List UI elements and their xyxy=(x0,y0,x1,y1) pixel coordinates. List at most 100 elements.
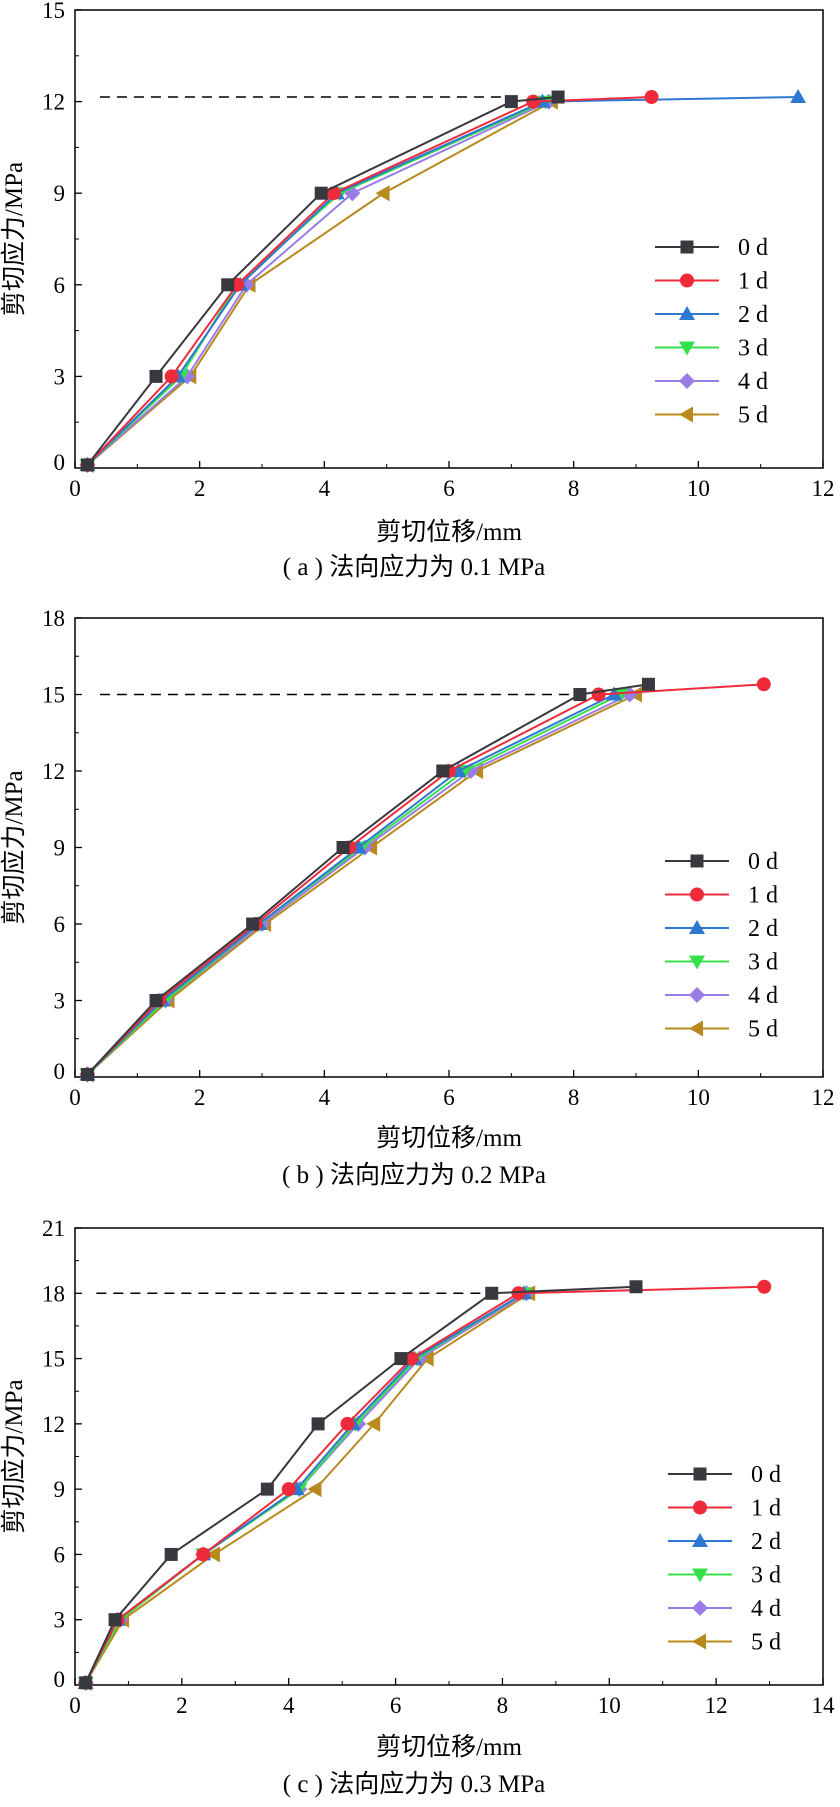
x-axis-label: 剪切位移/mm xyxy=(376,1733,522,1761)
x-tick-label: 8 xyxy=(497,1693,509,1718)
series-0d xyxy=(80,90,565,472)
legend-marker xyxy=(679,306,695,320)
data-point xyxy=(366,1415,381,1432)
x-tick-label: 14 xyxy=(812,1693,836,1718)
y-tick-label: 3 xyxy=(54,1608,66,1633)
x-tick-label: 10 xyxy=(687,1085,710,1110)
y-tick-label: 18 xyxy=(42,606,65,631)
legend-label: 5 d xyxy=(751,1630,781,1656)
legend: 0 d 1 d 2 d 3 d 4 d 5 d xyxy=(665,849,778,1043)
legend-marker xyxy=(693,1500,707,1515)
legend-marker xyxy=(692,1600,708,1616)
y-tick-label: 12 xyxy=(42,759,65,784)
series-1d xyxy=(80,90,659,472)
legend-label: 4 d xyxy=(748,983,778,1009)
series-3d xyxy=(79,688,629,1083)
x-tick-label: 12 xyxy=(705,1693,728,1718)
y-tick-label: 9 xyxy=(54,1477,66,1502)
series-2d xyxy=(79,686,623,1081)
legend-label: 5 d xyxy=(748,1017,778,1043)
series-1d xyxy=(80,677,771,1082)
y-axis-label: 剪切应力/MPa xyxy=(0,770,28,924)
series-line xyxy=(86,693,637,1076)
x-axis-label: 剪切位移/mm xyxy=(376,1124,522,1152)
legend-label: 0 d xyxy=(748,849,778,875)
legend-label: 5 d xyxy=(738,403,768,429)
x-tick-label: 0 xyxy=(69,1085,81,1110)
series-4d xyxy=(77,1285,535,1691)
y-tick-label: 9 xyxy=(54,836,66,861)
chart-panel-b: 0 2 4 6 8 10 12 0 3 6 9 12 15 18 0 d 1 d 2 d 3 d 4 d 5 d 剪切位… xyxy=(0,606,835,1189)
data-point xyxy=(375,185,390,202)
chart-panel-a: 0 2 4 6 8 10 12 0 3 6 9 12 15 0 d 1 d 2 d 3 d 4 d 5 d 剪切位移/… xyxy=(0,0,835,581)
panel-caption: ( c ) 法向应力为 0.3 MPa xyxy=(283,1770,545,1798)
y-tick-label: 0 xyxy=(54,1059,66,1084)
series-5d xyxy=(79,686,642,1083)
legend-marker xyxy=(689,1020,703,1037)
legend-label: 1 d xyxy=(751,1496,781,1522)
legend-label: 0 d xyxy=(751,1462,781,1488)
data-point xyxy=(526,94,541,109)
series-line xyxy=(86,693,621,1076)
series-5d xyxy=(79,93,558,473)
data-point xyxy=(436,764,450,778)
data-point xyxy=(394,1352,408,1366)
y-tick-label: 0 xyxy=(54,1667,66,1692)
series-line xyxy=(84,1285,637,1684)
series-line xyxy=(84,1285,765,1684)
series-4d xyxy=(79,93,557,473)
legend-label: 1 d xyxy=(748,883,778,909)
data-point xyxy=(314,186,328,200)
x-tick-label: 10 xyxy=(687,476,710,501)
series-line xyxy=(86,96,652,466)
y-tick-label: 3 xyxy=(54,989,66,1014)
series-line xyxy=(86,100,553,466)
data-point xyxy=(164,1547,178,1561)
legend-label: 2 d xyxy=(748,916,778,942)
x-tick-label: 6 xyxy=(390,1693,402,1718)
data-point xyxy=(756,677,771,692)
data-point xyxy=(246,917,260,931)
y-tick-label: 3 xyxy=(54,364,66,389)
data-point xyxy=(511,1286,526,1301)
data-point xyxy=(629,1280,643,1294)
legend-marker xyxy=(679,406,693,423)
data-point xyxy=(504,95,518,109)
data-point xyxy=(205,1546,220,1563)
legend-marker xyxy=(680,240,694,254)
legend-marker xyxy=(690,854,704,868)
series-4d xyxy=(79,686,638,1083)
legend-label: 4 d xyxy=(738,369,768,395)
data-point xyxy=(591,687,606,702)
x-tick-label: 8 xyxy=(568,1085,580,1110)
series-line xyxy=(86,683,764,1076)
x-tick-label: 8 xyxy=(568,476,580,501)
x-axis-label: 剪切位移/mm xyxy=(376,518,522,546)
y-axis-label: 剪切应力/MPa xyxy=(0,162,28,316)
y-tick-label: 6 xyxy=(54,273,66,298)
data-point xyxy=(149,994,163,1007)
data-point xyxy=(790,89,807,104)
series-line xyxy=(86,693,615,1076)
data-point xyxy=(573,688,587,701)
data-point xyxy=(196,1547,211,1562)
y-tick-label: 6 xyxy=(54,912,66,937)
data-point xyxy=(307,1481,322,1498)
x-tick-label: 4 xyxy=(319,476,331,501)
y-tick-label: 15 xyxy=(42,0,65,23)
series-5d xyxy=(77,1285,536,1691)
chart-panel-c: 0 2 4 6 8 10 12 14 0 3 6 9 12 15 18 21 0 d 1 d 2 d 3 d 4 d 5 … xyxy=(0,1216,835,1798)
data-point xyxy=(149,369,163,383)
x-tick-label: 0 xyxy=(69,476,81,501)
data-point xyxy=(404,1351,419,1366)
panel-caption: ( b ) 法向应力为 0.2 MPa xyxy=(282,1161,546,1189)
legend-label: 3 d xyxy=(738,336,768,362)
legend-marker xyxy=(692,1633,706,1650)
y-tick-label: 15 xyxy=(42,1347,65,1372)
y-tick-label: 15 xyxy=(42,683,65,708)
x-tick-label: 12 xyxy=(812,1085,835,1110)
legend-label: 4 d xyxy=(751,1596,781,1622)
data-point xyxy=(757,1279,772,1294)
series-line xyxy=(86,96,799,466)
series-line xyxy=(86,693,631,1076)
